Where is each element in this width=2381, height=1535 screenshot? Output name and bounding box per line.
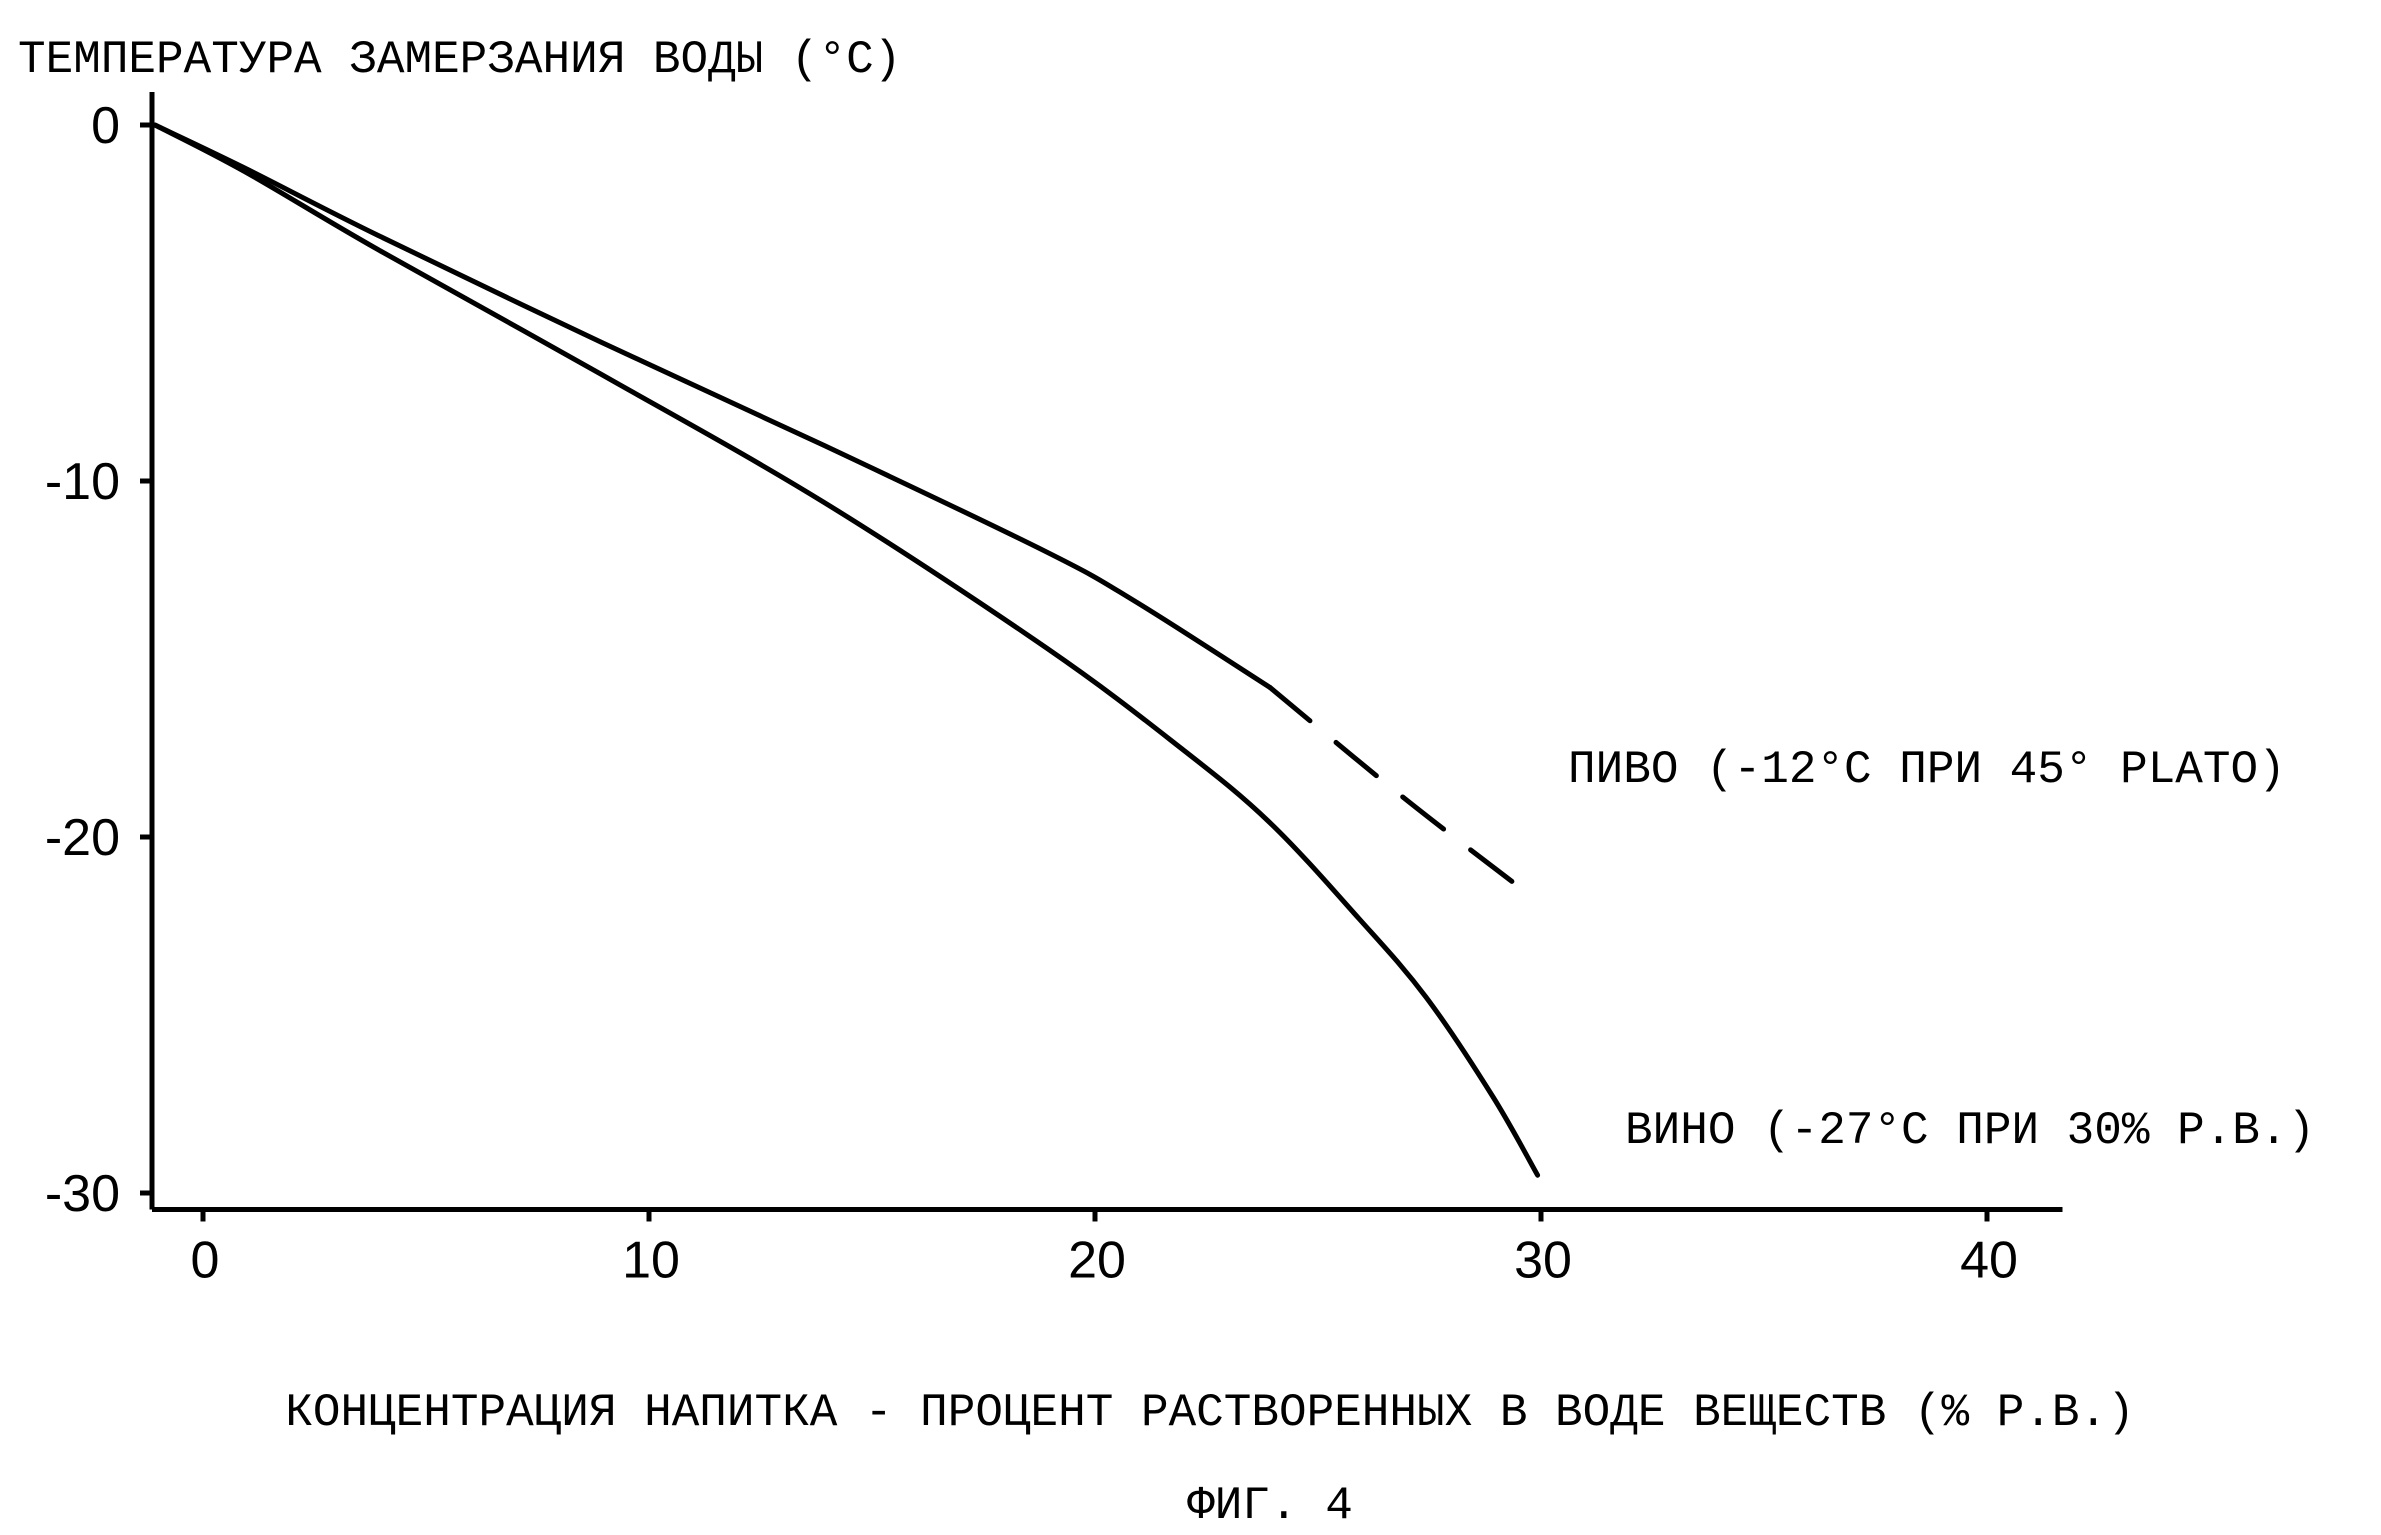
y-tick-label: -30 <box>45 1165 120 1223</box>
series-labels: ПИВО (-12°C ПРИ 45° PLATO) ВИНО (-27°C ПР… <box>1568 744 2315 1157</box>
axes <box>149 92 2063 1212</box>
y-axis-title: ТЕМПЕРАТУРА ЗАМЕРЗАНИЯ ВОДЫ (°C) <box>18 34 901 86</box>
x-tick-label: 40 <box>1960 1231 2018 1289</box>
figure-caption: ФИГ. 4 <box>1187 1480 1353 1532</box>
x-ticks: 0 10 20 30 40 <box>191 1209 2018 1289</box>
beer-curve-dashed <box>1267 684 1541 904</box>
beer-series-label: ПИВО (-12°C ПРИ 45° PLATO) <box>1568 744 2286 796</box>
x-tick-label: 20 <box>1068 1231 1126 1289</box>
x-tick-label: 0 <box>191 1231 220 1289</box>
beer-curve <box>152 122 1273 690</box>
curves <box>152 122 1541 1178</box>
x-tick-label: 30 <box>1514 1231 1572 1289</box>
y-tick-label: 0 <box>91 97 120 155</box>
y-tick-label: -10 <box>45 453 120 511</box>
y-ticks: 0 -10 -20 -30 <box>45 97 152 1223</box>
wine-curve <box>152 122 1541 1178</box>
x-tick-label: 10 <box>622 1231 680 1289</box>
y-tick-label: -20 <box>45 809 120 867</box>
x-axis-title: КОНЦЕНТРАЦИЯ НАПИТКА - ПРОЦЕНТ РАСТВОРЕН… <box>285 1387 2135 1439</box>
wine-series-label: ВИНО (-27°C ПРИ 30% Р.В.) <box>1625 1105 2315 1157</box>
